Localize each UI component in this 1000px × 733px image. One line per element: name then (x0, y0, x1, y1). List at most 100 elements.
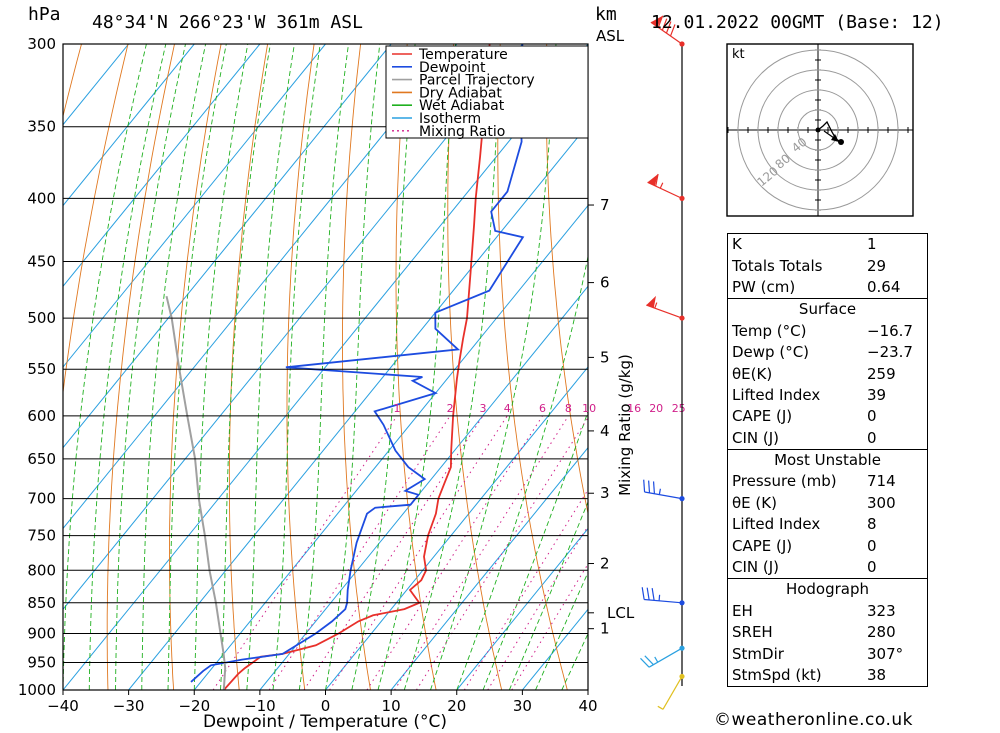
x-tick-label: −10 (244, 697, 276, 715)
wind-pennant (650, 15, 663, 27)
pressure-tick-label: 500 (27, 309, 56, 327)
indices-row: CIN (J) 0 (728, 428, 928, 450)
pressure-tick-label: 900 (27, 625, 56, 643)
wind-barb (643, 479, 685, 502)
wind-barb (650, 15, 685, 47)
index-value: 0 (867, 407, 877, 426)
wind-barb-full (657, 15, 664, 28)
legend-label: Parcel Trajectory (419, 73, 535, 89)
indices-row: Lifted Index 8 (728, 514, 928, 535)
pressure-tick-label: 750 (27, 527, 56, 545)
pressure-tick-label: 650 (27, 450, 56, 468)
index-value: 1 (867, 235, 877, 254)
x-tick-label: 20 (447, 697, 466, 715)
x-tick-label: 0 (321, 697, 331, 715)
legend-label: Mixing Ratio (419, 124, 505, 140)
indices-row: StmDir 307° (728, 643, 928, 664)
wet-adiabat-line (167, 44, 227, 690)
wind-barb-full (665, 21, 672, 34)
index-label: PW (cm) (732, 277, 796, 296)
indices-section-title: Surface (728, 299, 928, 321)
section-title: Hodograph (785, 580, 870, 599)
wind-barb-full (655, 173, 659, 187)
isotherm-line (63, 44, 261, 288)
index-value: 307° (867, 644, 904, 663)
wind-barb-full (646, 587, 650, 601)
mixing-ratio-line (394, 415, 569, 690)
mixing-ratio-line (329, 415, 508, 690)
index-label: K (732, 235, 742, 254)
axes: 3003504004505005506006507007508008509009… (18, 35, 598, 715)
index-value: −16.7 (867, 321, 913, 340)
index-label: StmDir (732, 644, 784, 663)
indices-row: θE(K) 259 (728, 363, 928, 384)
indices-table: K 1 Totals Totals 29 PW (cm) 0.64 Surface Temp… (727, 233, 928, 687)
wind-staff (648, 647, 683, 668)
height-label: 3 (600, 484, 610, 502)
wet-adiabat-line (430, 44, 557, 690)
index-value: 8 (867, 515, 877, 534)
wind-staff (644, 598, 683, 604)
section-title: Most Unstable (774, 451, 881, 470)
dry-adiabat-line (593, 44, 698, 690)
wind-barb (647, 173, 685, 201)
pressure-tick-label: 450 (27, 253, 56, 271)
dry-adiabat-line (228, 44, 269, 690)
index-label: EH (732, 601, 753, 620)
hodograph-ring (757, 69, 879, 191)
indices-row: Totals Totals 29 (728, 255, 928, 276)
wind-barb-half (659, 182, 664, 189)
index-value: 0 (867, 558, 877, 577)
index-label: θE (K) (732, 493, 777, 512)
wind-barb-half (658, 594, 661, 601)
wind-staff (644, 491, 683, 500)
pressure-tick-label: 700 (27, 490, 56, 508)
indices-row: CIN (J) 0 (728, 557, 928, 579)
wet-adiabat-line (193, 44, 249, 690)
pressure-tick-label: 600 (27, 407, 56, 425)
wet-adiabat-line (535, 571, 588, 690)
index-label: CIN (J) (732, 558, 780, 577)
legend-label: Wet Adiabat (419, 98, 505, 114)
mixing-ratio-label: 16 (627, 402, 641, 415)
wind-barb (657, 673, 685, 710)
dry-adiabat-line (447, 44, 503, 690)
index-label: CIN (J) (732, 428, 780, 447)
mixing-ratio-label: 2 (447, 402, 454, 415)
mixing-ratio-label: 4 (504, 402, 511, 415)
height-label: 5 (600, 348, 610, 366)
wind-barb-half (657, 705, 664, 710)
wind-barb-full (661, 18, 668, 31)
indices-row: Pressure (mb) 714 (728, 471, 928, 492)
isotherm-line (456, 527, 588, 690)
mixing-ratio-label: 20 (649, 402, 663, 415)
isotherm-line (63, 44, 523, 611)
height-label: 7 (600, 196, 610, 214)
wind-profile (640, 15, 685, 710)
index-label: CAPE (J) (732, 407, 793, 426)
mixing-ratio-labels: 1 2 3 4 6 8 10 16 20 25 (394, 402, 686, 415)
pressure-unit: hPa (28, 4, 61, 25)
indices-section-title: Hodograph (728, 579, 928, 601)
indices-row: PW (cm) 0.64 (728, 277, 928, 299)
indices-row: Dewp (°C) −23.7 (728, 342, 928, 363)
datetime: 12.01.2022 00GMT (Base: 12) (651, 12, 944, 33)
wet-adiabat-line (272, 44, 321, 690)
hodograph-unit: kt (732, 47, 745, 62)
mixing-ratio-label: 3 (480, 402, 487, 415)
index-value: 29 (867, 256, 887, 275)
isotherm-line (390, 446, 588, 690)
wind-barb (641, 587, 685, 606)
pressure-tick-label: 400 (27, 189, 56, 207)
index-value: −23.7 (867, 343, 913, 362)
index-value: 714 (867, 472, 896, 491)
index-label: Pressure (mb) (732, 472, 837, 491)
isotherm-line (259, 285, 588, 690)
x-tick-label: 40 (578, 697, 597, 715)
index-label: Dewp (°C) (732, 343, 810, 362)
x-tick-label: −40 (47, 697, 79, 715)
index-value: 259 (867, 364, 896, 383)
